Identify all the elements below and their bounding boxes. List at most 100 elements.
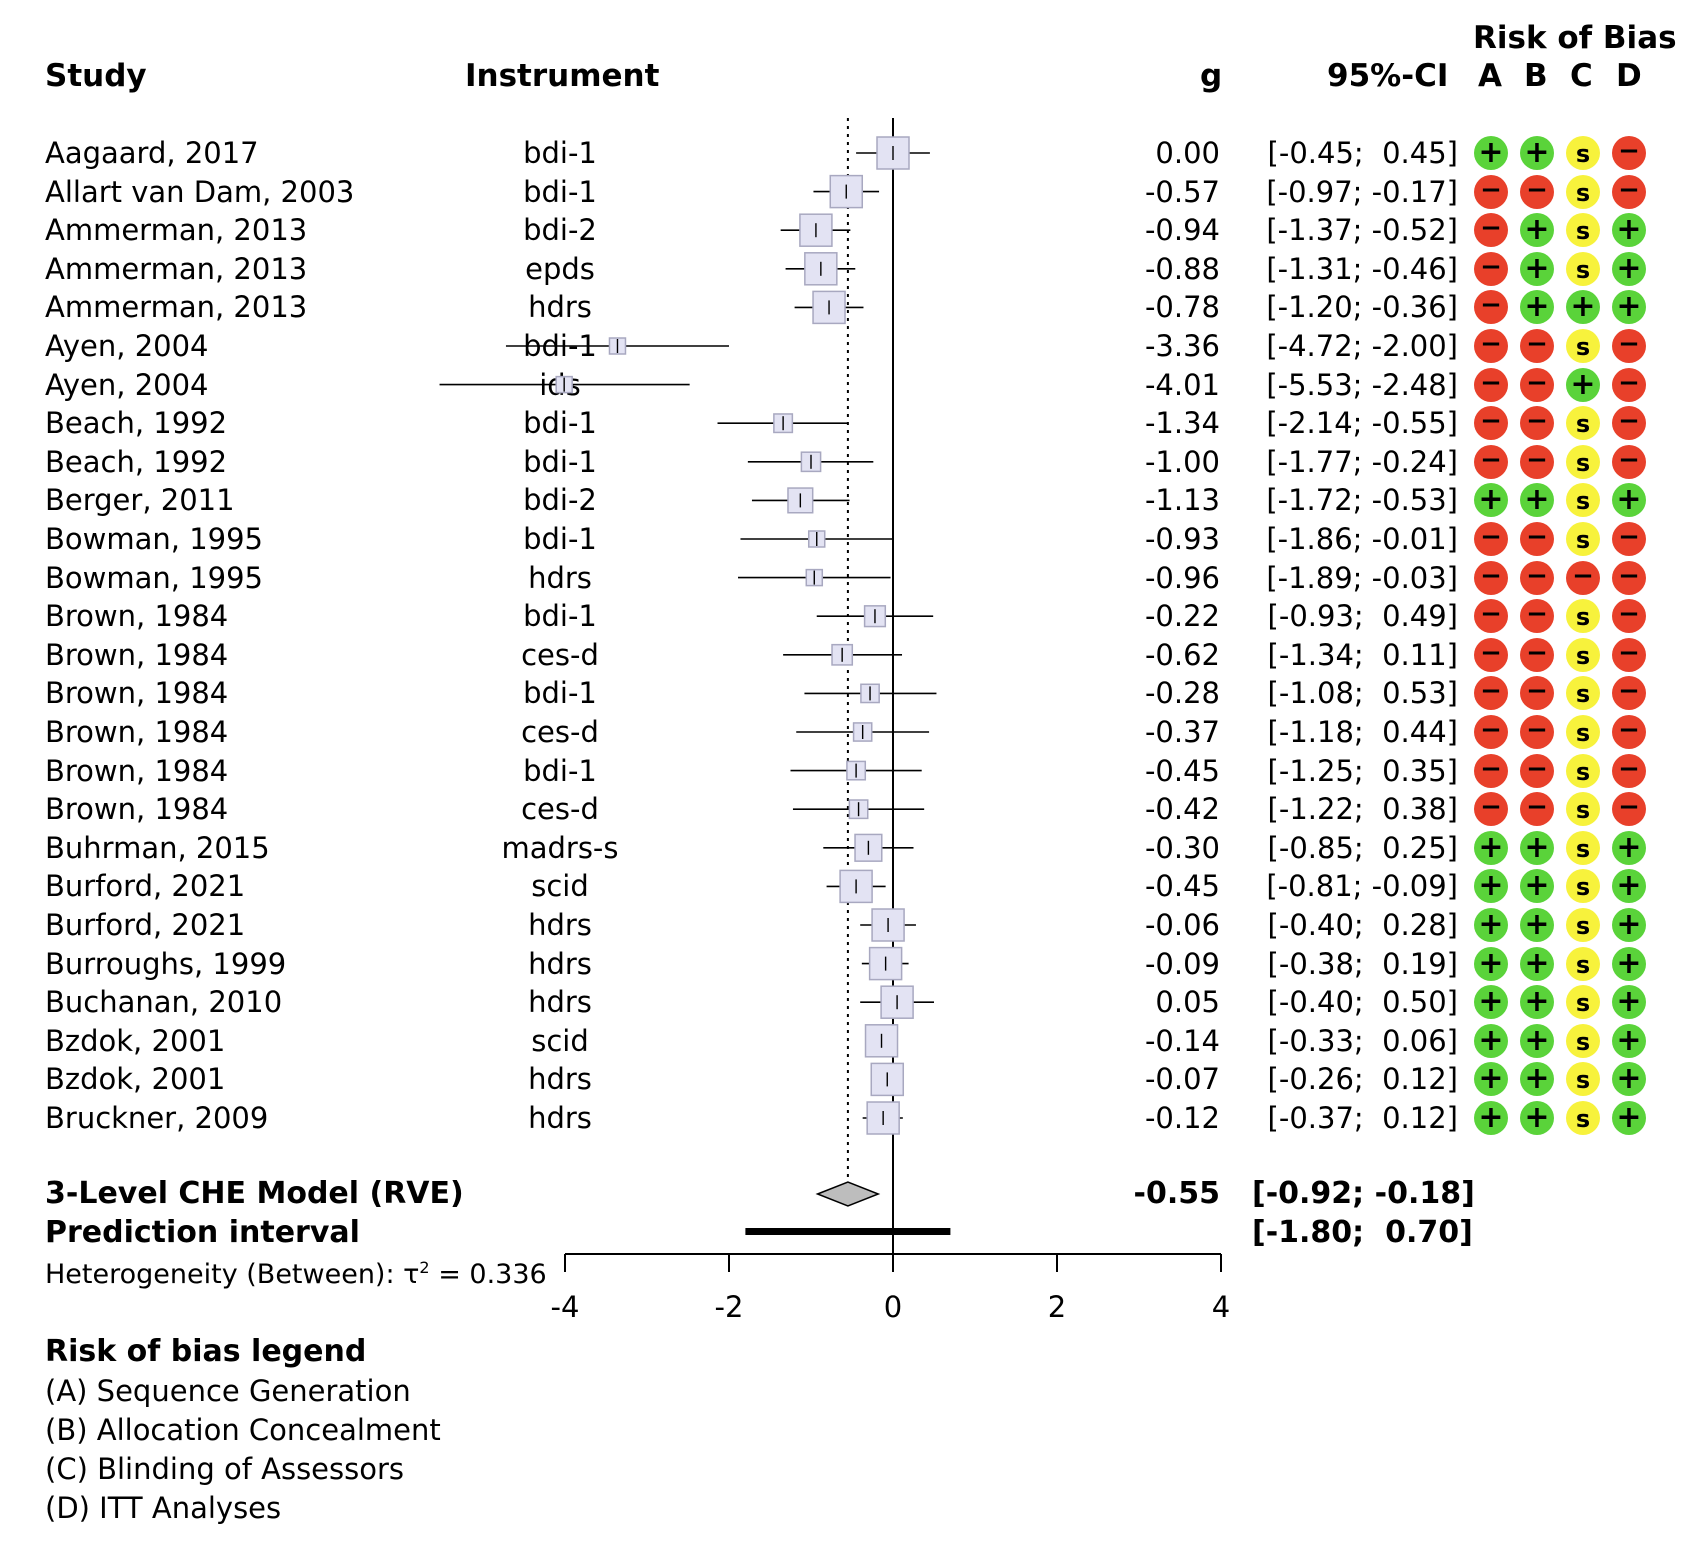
rob-b-minus-icon: − bbox=[1520, 599, 1554, 634]
tau-exponent: 2 bbox=[419, 1258, 430, 1277]
study-name: Ayen, 2004 bbox=[45, 329, 209, 363]
study-name: Buhrman, 2015 bbox=[45, 830, 270, 865]
rob-c-s-icon: s bbox=[1566, 174, 1600, 209]
rob-a-plus-icon: + bbox=[1474, 136, 1508, 170]
rob-b-plus-icon: + bbox=[1520, 1101, 1554, 1135]
study-weight-box bbox=[854, 833, 883, 862]
header-rob-a: A bbox=[1478, 58, 1502, 94]
study-name: Brown, 1984 bbox=[45, 637, 229, 672]
study-name: Burford, 2021 bbox=[45, 908, 246, 942]
rob-a-plus-icon: + bbox=[1474, 1023, 1508, 1058]
rob-c-s-icon: s bbox=[1566, 715, 1600, 749]
study-name: Bowman, 1995 bbox=[45, 560, 263, 595]
confidence-interval-value: [-0.81; -0.09] bbox=[1266, 869, 1458, 904]
instrument-name: bdi-1 bbox=[523, 753, 597, 788]
effect-size-value: -3.36 bbox=[1144, 329, 1220, 363]
rob-c-s-icon: s bbox=[1566, 753, 1600, 788]
header-ci: 95%-CI bbox=[1327, 58, 1449, 94]
study-name: Brown, 1984 bbox=[45, 599, 229, 634]
study-name: Buchanan, 2010 bbox=[45, 985, 283, 1020]
effect-size-value: -0.12 bbox=[1144, 1101, 1220, 1135]
instrument-name: epds bbox=[525, 251, 595, 286]
rob-c-s-icon: s bbox=[1566, 483, 1600, 518]
header-study: Study bbox=[45, 58, 147, 94]
pooled-ci: [-0.92; -0.18] bbox=[1252, 1176, 1475, 1211]
rob-c-plus-icon: + bbox=[1566, 290, 1600, 325]
rob-d-plus-icon: + bbox=[1612, 1101, 1646, 1135]
rob-a-minus-icon: − bbox=[1474, 329, 1508, 363]
effect-size-value: -0.96 bbox=[1144, 560, 1220, 595]
rob-d-minus-icon: − bbox=[1612, 753, 1646, 788]
rob-c-s-icon: s bbox=[1566, 1023, 1600, 1058]
rob-b-minus-icon: − bbox=[1520, 676, 1554, 711]
instrument-name: bdi-1 bbox=[523, 406, 597, 441]
confidence-interval-value: [-1.34; 0.11] bbox=[1267, 637, 1458, 672]
rob-a-minus-icon: − bbox=[1474, 792, 1508, 827]
rob-d-plus-icon: + bbox=[1612, 946, 1646, 981]
x-axis-tick-label: 2 bbox=[1048, 1290, 1066, 1324]
effect-size-value: -1.34 bbox=[1144, 406, 1220, 441]
effect-size-value: 0.00 bbox=[1155, 136, 1220, 170]
confidence-interval-value: [-1.37; -0.52] bbox=[1266, 213, 1458, 248]
confidence-interval-value: [-1.25; 0.35] bbox=[1267, 753, 1458, 788]
rob-c-s-icon: s bbox=[1566, 869, 1600, 904]
effect-size-value: -0.14 bbox=[1144, 1023, 1220, 1058]
rob-c-plus-icon: + bbox=[1566, 367, 1600, 402]
instrument-name: bdi-1 bbox=[523, 599, 597, 634]
effect-size-value: -1.00 bbox=[1144, 444, 1220, 479]
rob-a-minus-icon: − bbox=[1474, 753, 1508, 788]
confidence-interval-value: [-0.45; 0.45] bbox=[1267, 136, 1458, 170]
rob-d-plus-icon: + bbox=[1612, 1062, 1646, 1097]
instrument-name: bdi-1 bbox=[523, 174, 597, 209]
study-name: Beach, 1992 bbox=[45, 444, 228, 479]
rob-c-s-icon: s bbox=[1566, 792, 1600, 827]
rob-c-s-icon: s bbox=[1566, 406, 1600, 441]
effect-size-value: -1.13 bbox=[1144, 483, 1220, 518]
instrument-name: bdi-2 bbox=[523, 483, 597, 518]
rob-d-plus-icon: + bbox=[1612, 908, 1646, 942]
rob-b-minus-icon: − bbox=[1520, 406, 1554, 441]
rob-b-minus-icon: − bbox=[1520, 329, 1554, 363]
effect-size-value: -0.57 bbox=[1144, 174, 1220, 209]
rob-d-plus-icon: + bbox=[1612, 985, 1646, 1020]
effect-size-value: -0.94 bbox=[1144, 213, 1220, 248]
study-name: Bzdok, 2001 bbox=[45, 1062, 226, 1097]
confidence-interval-value: [-1.77; -0.24] bbox=[1266, 444, 1458, 479]
instrument-name: hdrs bbox=[528, 1062, 592, 1097]
rob-b-plus-icon: + bbox=[1520, 908, 1554, 942]
confidence-interval-value: [-1.86; -0.01] bbox=[1266, 522, 1458, 556]
effect-size-value: -0.45 bbox=[1144, 753, 1220, 788]
instrument-name: bdi-1 bbox=[523, 136, 597, 170]
rob-a-minus-icon: − bbox=[1474, 522, 1508, 556]
study-name: Bzdok, 2001 bbox=[45, 1023, 226, 1058]
rob-a-minus-icon: − bbox=[1474, 251, 1508, 286]
rob-d-plus-icon: + bbox=[1612, 213, 1646, 248]
rob-c-s-icon: s bbox=[1566, 1062, 1600, 1097]
study-name: Bruckner, 2009 bbox=[45, 1101, 269, 1135]
prediction-label: Prediction interval bbox=[45, 1215, 360, 1250]
effect-size-value: -0.07 bbox=[1144, 1062, 1220, 1097]
effect-size-value: -4.01 bbox=[1144, 367, 1220, 402]
confidence-interval-value: [-1.18; 0.44] bbox=[1267, 715, 1458, 749]
confidence-interval-value: [-1.72; -0.53] bbox=[1266, 483, 1458, 518]
legend-title: Risk of bias legend bbox=[45, 1334, 367, 1369]
rob-a-plus-icon: + bbox=[1474, 1062, 1508, 1097]
rob-b-plus-icon: + bbox=[1520, 136, 1554, 170]
effect-size-value: -0.93 bbox=[1144, 522, 1220, 556]
rob-c-s-icon: s bbox=[1566, 1101, 1600, 1135]
rob-a-minus-icon: − bbox=[1474, 676, 1508, 711]
effect-size-value: -0.30 bbox=[1144, 830, 1220, 865]
rob-d-minus-icon: − bbox=[1612, 560, 1646, 595]
rob-a-minus-icon: − bbox=[1474, 290, 1508, 325]
rob-a-minus-icon: − bbox=[1474, 599, 1508, 634]
study-weight-box bbox=[829, 174, 864, 209]
rob-c-s-icon: s bbox=[1566, 599, 1600, 634]
heterogeneity-text: Heterogeneity (Between): τ2 = 0.336 bbox=[45, 1258, 547, 1290]
confidence-interval-value: [-1.08; 0.53] bbox=[1267, 676, 1458, 711]
effect-size-value: -0.78 bbox=[1144, 290, 1220, 325]
study-name: Brown, 1984 bbox=[45, 753, 229, 788]
rob-b-plus-icon: + bbox=[1520, 251, 1554, 286]
study-name: Beach, 1992 bbox=[45, 406, 228, 441]
study-name: Brown, 1984 bbox=[45, 715, 229, 749]
